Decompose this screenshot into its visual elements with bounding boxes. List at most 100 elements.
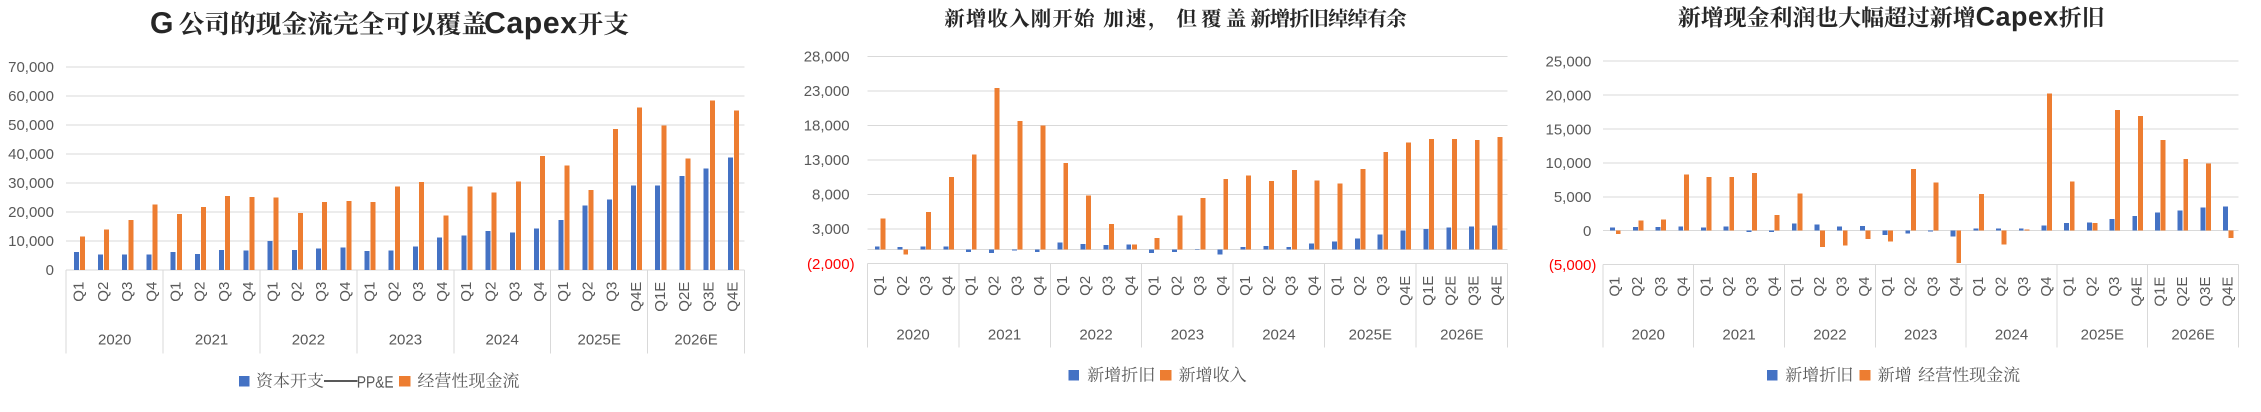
svg-text:18,000: 18,000 [804,118,850,135]
svg-text:Q1: Q1 [1788,277,1805,297]
svg-text:25,000: 25,000 [1546,54,1592,71]
svg-text:Q3E: Q3E [701,282,718,312]
svg-text:Q2: Q2 [1260,276,1277,296]
svg-text:2022: 2022 [1079,327,1112,344]
svg-text:Q3: Q3 [2106,277,2123,297]
svg-text:Q1: Q1 [458,282,475,302]
svg-text:Q4E: Q4E [725,282,742,312]
svg-text:2023: 2023 [1171,327,1204,344]
svg-text:Q4: Q4 [1123,276,1140,296]
svg-text:5,000: 5,000 [1554,189,1592,206]
svg-text:): ) [1591,257,1596,274]
svg-text:2024: 2024 [486,331,519,348]
svg-text:Q4E: Q4E [1488,276,1505,306]
svg-text:50,000: 50,000 [8,117,54,134]
svg-text:Q3: Q3 [604,282,621,302]
svg-text:2022: 2022 [1813,327,1846,344]
svg-text:Q3: Q3 [119,282,136,302]
svg-text:28,000: 28,000 [804,49,850,66]
svg-text:Q3: Q3 [1834,277,1851,297]
svg-text:(2,000: (2,000 [807,256,850,273]
svg-text:Q3: Q3 [1008,276,1025,296]
svg-text:2023: 2023 [389,331,422,348]
svg-text:2020: 2020 [1632,327,1665,344]
svg-text:Q1: Q1 [1697,277,1714,297]
svg-text:Q2: Q2 [1902,277,1919,297]
svg-text:Q4: Q4 [2038,277,2055,297]
svg-text:2023: 2023 [1904,327,1937,344]
svg-text:Q3: Q3 [2015,277,2032,297]
svg-text:0: 0 [46,262,54,279]
svg-text:Q2E: Q2E [1443,276,1460,306]
svg-text:Q4: Q4 [434,282,451,302]
svg-text:Q4: Q4 [337,282,354,302]
svg-text:Q2: Q2 [2083,277,2100,297]
svg-text:Q3: Q3 [1191,276,1208,296]
svg-text:Q4: Q4 [531,282,548,302]
svg-text:2025E: 2025E [2081,327,2124,344]
svg-text:Q1: Q1 [555,282,572,302]
svg-text:2026E: 2026E [1440,327,1483,344]
svg-text:Q3: Q3 [410,282,427,302]
svg-text:2025E: 2025E [578,331,621,348]
svg-text:Q1E: Q1E [652,282,669,312]
svg-text:Q1: Q1 [1879,277,1896,297]
svg-text:0: 0 [1583,223,1591,240]
svg-text:40,000: 40,000 [8,146,54,163]
svg-text:Q1: Q1 [264,282,281,302]
svg-text:2020: 2020 [98,331,131,348]
svg-text:2026E: 2026E [674,331,717,348]
svg-text:Q3: Q3 [1100,276,1117,296]
svg-text:Q1: Q1 [1607,277,1624,297]
svg-text:15,000: 15,000 [1546,121,1592,138]
svg-text:60,000: 60,000 [8,88,54,105]
svg-text:Q4: Q4 [143,282,160,302]
svg-text:Q1: Q1 [71,282,88,302]
svg-text:20,000: 20,000 [1546,87,1592,104]
svg-text:2024: 2024 [1262,327,1295,344]
svg-text:2020: 2020 [896,327,929,344]
svg-text:Q4: Q4 [1856,277,1873,297]
svg-text:23,000: 23,000 [804,83,850,100]
svg-text:Q3: Q3 [216,282,233,302]
svg-text:Q3E: Q3E [2197,277,2214,307]
svg-text:Q3: Q3 [1283,276,1300,296]
svg-text:(5,000: (5,000 [1549,257,1592,274]
svg-text:Q3: Q3 [507,282,524,302]
svg-text:Q3: Q3 [1924,277,1941,297]
svg-text:Q2: Q2 [1629,277,1646,297]
svg-text:Q3: Q3 [917,276,934,296]
svg-text:Q1: Q1 [871,276,888,296]
svg-text:2026E: 2026E [2171,327,2214,344]
svg-text:Q4E: Q4E [1397,276,1414,306]
svg-text:Q4: Q4 [1766,277,1783,297]
svg-text:Q1E: Q1E [1420,276,1437,306]
svg-text:Q2: Q2 [1168,276,1185,296]
svg-text:Q4: Q4 [1306,276,1323,296]
svg-text:10,000: 10,000 [1546,155,1592,172]
svg-text:Q3E: Q3E [1466,276,1483,306]
svg-text:Q1E: Q1E [2151,277,2168,307]
svg-text:Q4E: Q4E [628,282,645,312]
svg-text:Q1: Q1 [1970,277,1987,297]
svg-text:2021: 2021 [195,331,228,348]
svg-text:8,000: 8,000 [812,187,850,204]
svg-text:Q1: Q1 [168,282,185,302]
svg-text:Q1: Q1 [1237,276,1254,296]
svg-text:Q4: Q4 [240,282,257,302]
svg-text:Q2: Q2 [386,282,403,302]
svg-text:30,000: 30,000 [8,175,54,192]
svg-text:Q2E: Q2E [2174,277,2191,307]
svg-text:Q4E: Q4E [2129,277,2146,307]
svg-text:Q2: Q2 [1077,276,1094,296]
svg-text:Q2: Q2 [1993,277,2010,297]
svg-text:10,000: 10,000 [8,233,54,250]
svg-text:3,000: 3,000 [812,221,850,238]
svg-text:Q1: Q1 [963,276,980,296]
svg-text:Q1: Q1 [361,282,378,302]
svg-text:Q2: Q2 [985,276,1002,296]
svg-text:Q4: Q4 [1675,277,1692,297]
svg-text:Q4: Q4 [1031,276,1048,296]
svg-text:Q2: Q2 [1720,277,1737,297]
svg-text:2021: 2021 [988,327,1021,344]
